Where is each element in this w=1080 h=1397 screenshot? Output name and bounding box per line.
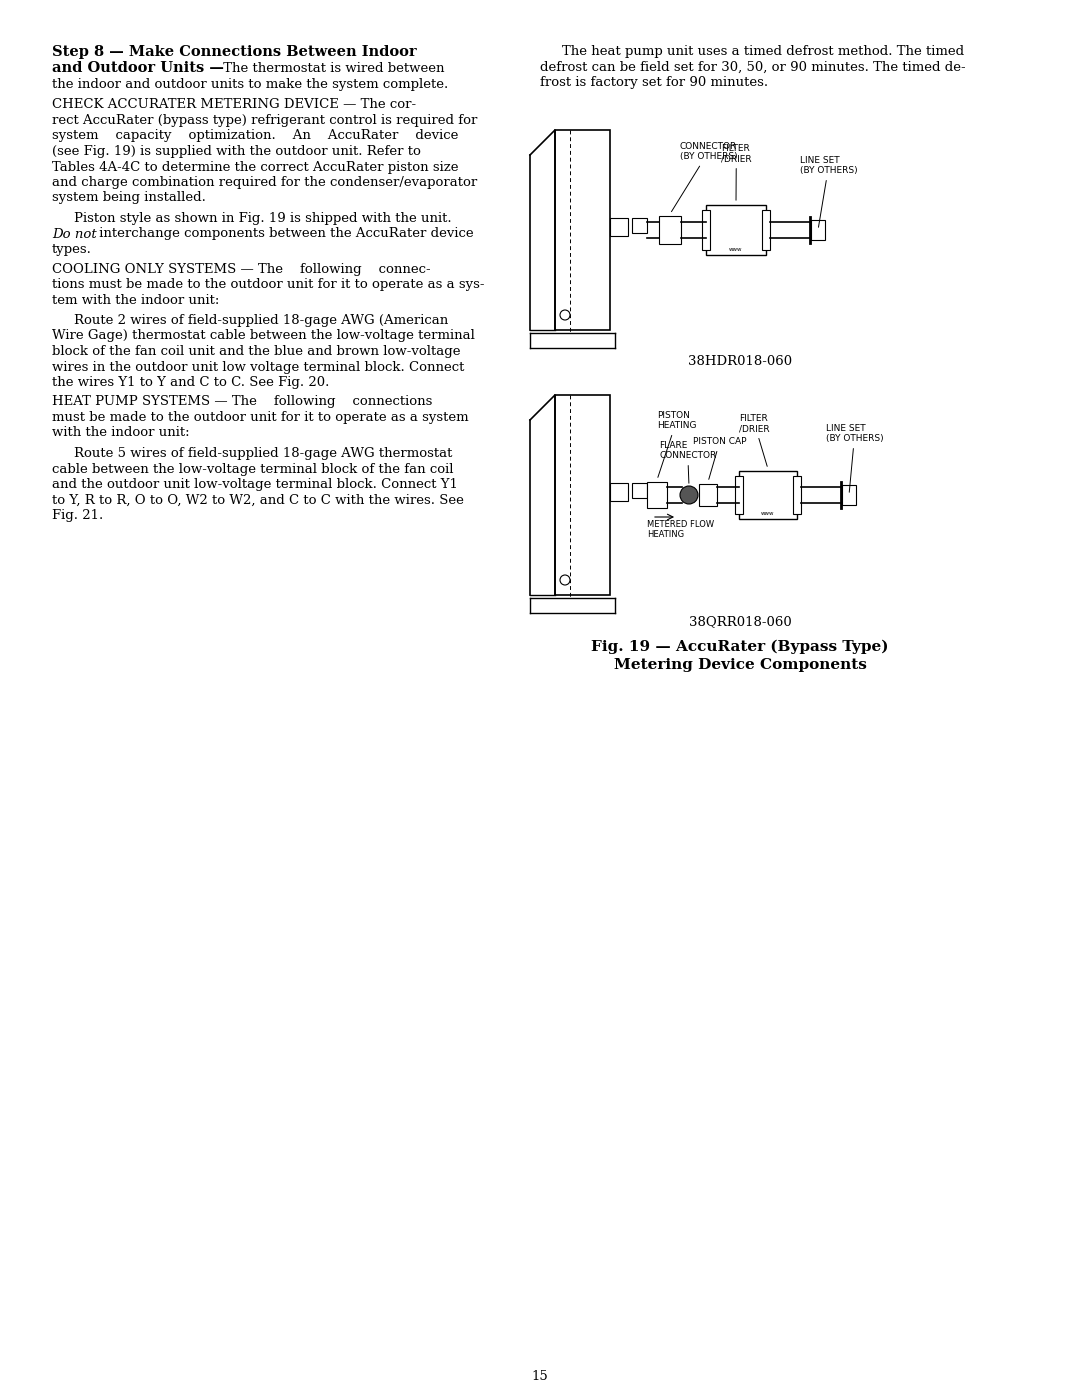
Bar: [811, 219, 825, 240]
Text: and charge combination required for the condenser/evaporator: and charge combination required for the …: [52, 176, 477, 189]
Text: tions must be made to the outdoor unit for it to operate as a sys-: tions must be made to the outdoor unit f…: [52, 278, 485, 291]
Text: 15: 15: [531, 1370, 549, 1383]
Text: CONNECTOR
(BY OTHERS): CONNECTOR (BY OTHERS): [672, 141, 738, 211]
Text: the indoor and outdoor units to make the system complete.: the indoor and outdoor units to make the…: [52, 78, 448, 91]
Text: cable between the low-voltage terminal block of the fan coil: cable between the low-voltage terminal b…: [52, 462, 454, 475]
Text: 38QRR018-060: 38QRR018-060: [689, 615, 792, 629]
Bar: [555, 395, 610, 595]
Text: the wires Y1 to Y and C to C. See Fig. 20.: the wires Y1 to Y and C to C. See Fig. 2…: [52, 376, 329, 388]
Text: FILTER
/DRIER: FILTER /DRIER: [721, 144, 752, 200]
Text: PISTON CAP: PISTON CAP: [693, 437, 746, 479]
Text: FLARE
CONNECTOR: FLARE CONNECTOR: [659, 440, 716, 483]
Bar: [762, 210, 770, 250]
Text: wires in the outdoor unit low voltage terminal block. Connect: wires in the outdoor unit low voltage te…: [52, 360, 464, 373]
Text: Route 5 wires of field-supplied 18-gage AWG thermostat: Route 5 wires of field-supplied 18-gage …: [75, 447, 453, 460]
Bar: [735, 476, 743, 514]
Text: LINE SET
(BY OTHERS): LINE SET (BY OTHERS): [826, 423, 883, 492]
Text: Piston style as shown in Fig. 19 is shipped with the unit.: Piston style as shown in Fig. 19 is ship…: [75, 212, 451, 225]
Text: LINE SET
(BY OTHERS): LINE SET (BY OTHERS): [800, 155, 858, 228]
Text: Metering Device Components: Metering Device Components: [613, 658, 866, 672]
Bar: [632, 218, 647, 233]
Text: to Y, R to R, O to O, W2 to W2, and C to C with the wires. See: to Y, R to R, O to O, W2 to W2, and C to…: [52, 493, 464, 507]
Text: types.: types.: [52, 243, 92, 256]
Text: interchange components between the AccuRater device: interchange components between the AccuR…: [95, 228, 474, 240]
Bar: [610, 483, 627, 502]
Text: METERED FLOW
HEATING: METERED FLOW HEATING: [647, 520, 714, 539]
Text: system being installed.: system being installed.: [52, 191, 206, 204]
Circle shape: [561, 576, 570, 585]
Text: Fig. 19 — AccuRater (Bypass Type): Fig. 19 — AccuRater (Bypass Type): [591, 640, 889, 654]
Text: Step 8 — Make Connections Between Indoor: Step 8 — Make Connections Between Indoor: [52, 45, 417, 59]
Text: CHECK ACCURATER METERING DEVICE — The cor-: CHECK ACCURATER METERING DEVICE — The co…: [52, 99, 416, 112]
Text: www: www: [761, 511, 774, 515]
Text: block of the fan coil unit and the blue and brown low-voltage: block of the fan coil unit and the blue …: [52, 345, 460, 358]
Text: defrost can be field set for 30, 50, or 90 minutes. The timed de-: defrost can be field set for 30, 50, or …: [540, 60, 966, 74]
Bar: [555, 130, 610, 330]
Bar: [739, 471, 797, 520]
Text: The thermostat is wired between: The thermostat is wired between: [219, 61, 445, 74]
Circle shape: [561, 310, 570, 320]
Text: Tables 4A-4C to determine the correct AccuRater piston size: Tables 4A-4C to determine the correct Ac…: [52, 161, 459, 173]
Text: system    capacity    optimization.    An    AccuRater    device: system capacity optimization. An AccuRat…: [52, 130, 458, 142]
Text: 38HDR018-060: 38HDR018-060: [688, 355, 792, 367]
Text: must be made to the outdoor unit for it to operate as a system: must be made to the outdoor unit for it …: [52, 411, 469, 425]
Bar: [793, 476, 801, 514]
Bar: [699, 483, 717, 506]
Bar: [706, 205, 766, 256]
Bar: [647, 482, 667, 509]
Text: (see Fig. 19) is supplied with the outdoor unit. Refer to: (see Fig. 19) is supplied with the outdo…: [52, 145, 421, 158]
Bar: [842, 485, 856, 504]
Text: Fig. 21.: Fig. 21.: [52, 509, 104, 522]
Bar: [632, 483, 647, 497]
Text: FILTER
/DRIER: FILTER /DRIER: [739, 414, 770, 467]
Bar: [659, 217, 681, 244]
Text: Do not: Do not: [52, 228, 97, 240]
Text: www: www: [729, 247, 743, 251]
Bar: [610, 218, 627, 236]
Bar: [702, 210, 710, 250]
Text: Wire Gage) thermostat cable between the low-voltage terminal: Wire Gage) thermostat cable between the …: [52, 330, 475, 342]
Text: with the indoor unit:: with the indoor unit:: [52, 426, 190, 440]
Text: COOLING ONLY SYSTEMS — The    following    connec-: COOLING ONLY SYSTEMS — The following con…: [52, 263, 431, 275]
Text: The heat pump unit uses a timed defrost method. The timed: The heat pump unit uses a timed defrost …: [562, 45, 964, 59]
Text: Route 2 wires of field-supplied 18-gage AWG (American: Route 2 wires of field-supplied 18-gage …: [75, 314, 448, 327]
Text: and Outdoor Units —: and Outdoor Units —: [52, 61, 224, 75]
Text: PISTON
HEATING: PISTON HEATING: [657, 411, 697, 478]
Text: tem with the indoor unit:: tem with the indoor unit:: [52, 293, 219, 306]
Text: rect AccuRater (bypass type) refrigerant control is required for: rect AccuRater (bypass type) refrigerant…: [52, 115, 477, 127]
Text: and the outdoor unit low-voltage terminal block. Connect Y1: and the outdoor unit low-voltage termina…: [52, 478, 458, 490]
Text: frost is factory set for 90 minutes.: frost is factory set for 90 minutes.: [540, 75, 768, 89]
Circle shape: [680, 486, 698, 504]
Text: HEAT PUMP SYSTEMS — The    following    connections: HEAT PUMP SYSTEMS — The following connec…: [52, 395, 432, 408]
